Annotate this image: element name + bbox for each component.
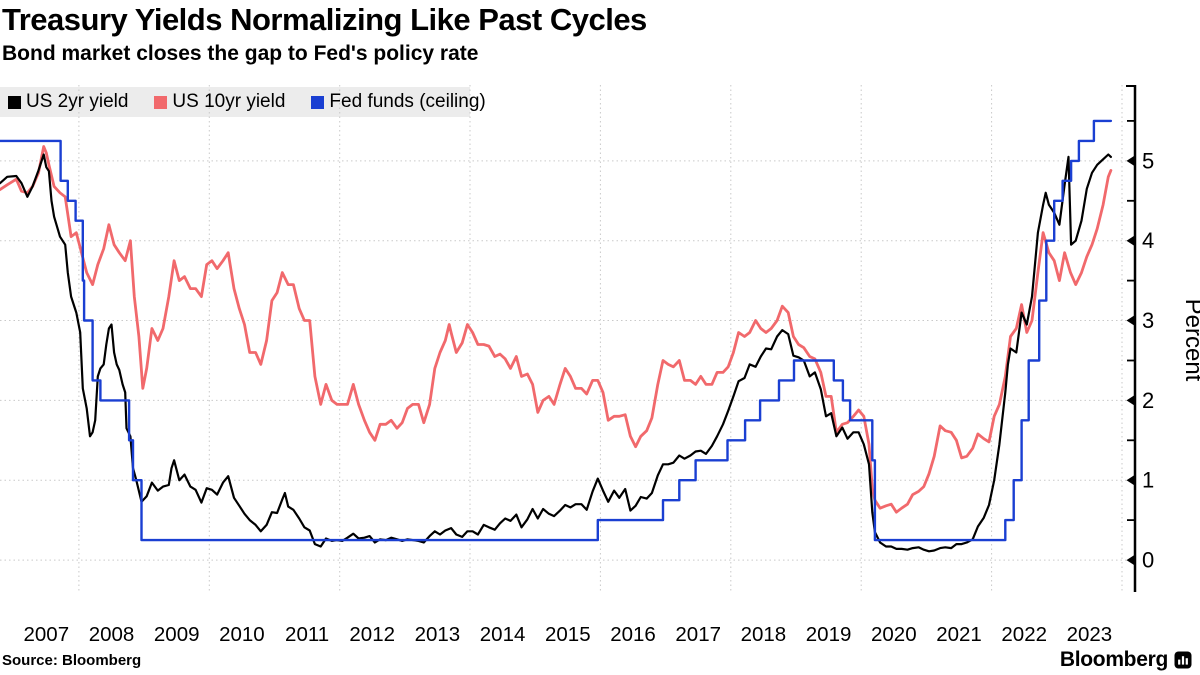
chart-header: Treasury Yields Normalizing Like Past Cy… (2, 2, 647, 66)
bloomberg-wordmark: Bloomberg (1059, 648, 1168, 671)
legend-swatch-us-10yr (154, 95, 168, 109)
legend-background (0, 87, 470, 117)
bloomberg-brand: Bloomberg (1060, 648, 1192, 672)
legend-swatch-fed-funds (311, 95, 325, 109)
x-tick-label: 2022 (1001, 623, 1047, 646)
legend-item-fed-funds: Fed funds (ceiling) (311, 91, 486, 113)
y-tick-label: 5 (1142, 148, 1154, 173)
x-tick-label: 2015 (545, 623, 591, 646)
x-tick-label: 2018 (741, 623, 787, 646)
legend-swatch-us-2yr (8, 95, 21, 109)
series-line-us-2yr-yield (0, 153, 1112, 553)
y-axis-major-tick (1126, 474, 1135, 486)
series-line-us-10yr-yield (0, 145, 1113, 514)
x-tick-label: 2016 (610, 623, 656, 646)
page-subtitle: Bond market closes the gap to Fed's poli… (2, 41, 479, 65)
x-tick-label: 2009 (154, 623, 200, 646)
x-tick-label: 2023 (1067, 623, 1113, 646)
y-tick-label: 4 (1142, 228, 1154, 253)
y-tick-label: 3 (1142, 308, 1154, 333)
y-tick-label: 1 (1142, 468, 1154, 493)
x-tick-label: 2011 (285, 623, 329, 646)
y-axis-major-tick (1126, 394, 1135, 406)
legend-label-us-10yr: US 10yr yield (172, 91, 286, 112)
x-tick-label: 2019 (806, 623, 852, 646)
source-note: Source: Bloomberg (2, 652, 142, 669)
y-tick-label: 0 (1142, 548, 1154, 573)
legend-label-fed-funds: Fed funds (ceiling) (329, 91, 486, 112)
x-tick-label: 2013 (415, 623, 461, 646)
x-tick-label: 2017 (675, 623, 721, 646)
x-tick-label: 2008 (89, 623, 135, 646)
y-tick-label: 2 (1142, 388, 1154, 413)
x-tick-label: 2010 (219, 623, 265, 646)
x-tick-label: 2014 (480, 623, 526, 646)
page-title: Treasury Yields Normalizing Like Past Cy… (2, 2, 647, 37)
y-axis-major-tick (1126, 315, 1135, 326)
x-tick-label: 2012 (349, 623, 395, 646)
y-axis-title: Percent (1180, 299, 1200, 382)
bloomberg-logo-icon (1174, 651, 1192, 669)
legend-label-us-2yr: US 2yr yield (26, 91, 129, 112)
x-tick-label: 2007 (23, 623, 69, 646)
x-tick-label: 2020 (871, 623, 917, 646)
legend-item-us-10yr-yield: US 10yr yield (154, 91, 285, 113)
chart-legend: US 2yr yield US 10yr yield Fed funds (ce… (8, 87, 486, 117)
y-axis-major-tick (1126, 155, 1135, 167)
legend-item-us-2yr-yield: US 2yr yield (8, 91, 128, 113)
series-line-fed-funds-ceiling (0, 119, 1113, 542)
x-tick-label: 2021 (936, 623, 982, 646)
y-axis-major-tick (1126, 554, 1135, 566)
y-axis-major-tick (1126, 235, 1135, 247)
